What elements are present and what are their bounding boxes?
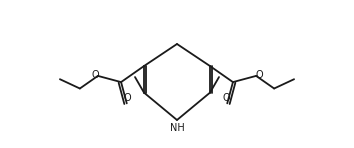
Text: O: O bbox=[255, 70, 263, 80]
Text: O: O bbox=[91, 70, 99, 80]
Text: NH: NH bbox=[170, 123, 184, 133]
Text: O: O bbox=[124, 93, 132, 103]
Text: O: O bbox=[222, 93, 230, 103]
